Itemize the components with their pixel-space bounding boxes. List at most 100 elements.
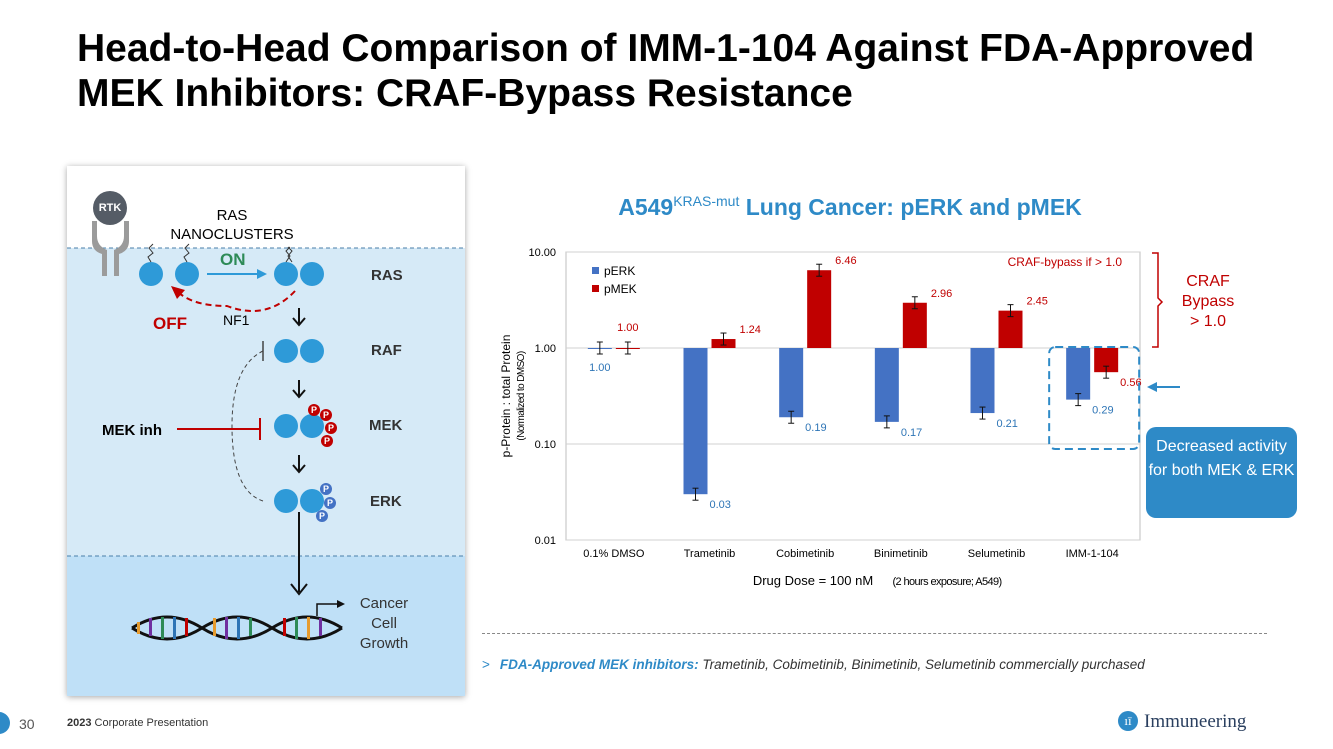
chevron-right-icon: > — [482, 657, 490, 672]
x-tick-label: Trametinib — [684, 548, 736, 560]
off-label: OFF — [153, 314, 187, 333]
company-logo: ıī Immuneering — [1118, 711, 1246, 733]
erk-phospho-badge: P — [320, 483, 332, 495]
ras-off-protein-2 — [175, 262, 199, 286]
chart-title: A549KRAS-mut Lung Cancer: pERK and pMEK — [470, 193, 1230, 221]
x-tick-label: Binimetinib — [874, 548, 928, 560]
footnote-text: Trametinib, Cobimetinib, Binimetinib, Se… — [698, 657, 1145, 672]
bar-perk — [683, 348, 708, 495]
plot-area — [565, 251, 1141, 541]
ras-on-tail — [285, 246, 291, 263]
cascade-arrows — [290, 308, 308, 596]
data-label: 1.00 — [589, 362, 610, 374]
data-label: 2.45 — [1027, 296, 1048, 308]
nf1-label: NF1 — [223, 312, 250, 328]
pathway-diagram: RTK RAS NANOCLUSTERS ON OFF NF1 RAS RAF … — [67, 166, 465, 696]
mek-protein-1 — [274, 414, 298, 438]
bar-pmek — [902, 302, 927, 348]
y-tick-label: 0.10 — [535, 439, 556, 451]
data-label: 0.17 — [901, 427, 922, 439]
footer-presentation: 2023 Corporate Presentation — [67, 717, 208, 729]
footer-presentation-label: Corporate Presentation — [91, 717, 209, 729]
ras-on-protein-2 — [300, 262, 324, 286]
bar-perk — [970, 348, 995, 414]
data-label: 0.56 — [1120, 377, 1141, 389]
x-tick-label: IMM-1-104 — [1066, 548, 1119, 560]
on-label: ON — [220, 250, 246, 269]
mek-phospho-badge: P — [308, 404, 320, 416]
mek-phospho-badge: P — [325, 422, 337, 434]
data-label: 1.24 — [740, 324, 761, 336]
footnote-lead: FDA-Approved MEK inhibitors: — [499, 657, 699, 672]
raf-protein-1 — [274, 339, 298, 363]
chart-title-superscript: KRAS-mut — [673, 193, 740, 209]
ras-nanoclusters-label: RAS NANOCLUSTERS — [170, 207, 294, 243]
x-tick-label: 0.1% DMSO — [583, 548, 645, 560]
ras-off-protein-1 — [139, 262, 163, 286]
erk-label: ERK — [370, 493, 402, 510]
legend-label-perk: pERK — [604, 264, 635, 278]
feedback-path — [231, 350, 264, 502]
mek-phospho-badge: P — [320, 409, 332, 421]
mek-protein-2 — [300, 414, 324, 438]
mek-phospho-badge: P — [321, 435, 333, 447]
mek-inh-label: MEK inh — [102, 422, 162, 439]
bar-pmek — [807, 270, 832, 348]
chart-title-main: A549 — [618, 194, 674, 220]
x-axis-sublabel: (2 hours exposure; A549) — [892, 576, 1001, 588]
ras-on-protein-1 — [274, 262, 298, 286]
data-label: 6.46 — [835, 255, 856, 267]
erk-phospho-badge: P — [316, 510, 328, 522]
x-tick-label: Selumetinib — [968, 548, 1025, 560]
y-tick-label: 1.00 — [535, 343, 556, 355]
legend-label-pmek: pMEK — [604, 282, 637, 296]
erk-phospho-badge: P — [324, 497, 336, 509]
data-label: 0.21 — [997, 418, 1018, 430]
page-title: Head-to-Head Comparison of IMM-1-104 Aga… — [77, 27, 1255, 115]
mek-label: MEK — [369, 417, 403, 434]
data-label: 0.29 — [1092, 405, 1113, 417]
raf-label: RAF — [371, 342, 402, 359]
callout-arrow — [1152, 386, 1180, 388]
pathway-svg — [67, 191, 465, 696]
data-label: 0.03 — [710, 499, 731, 511]
craf-bypass-bracket-label: CRAF Bypass > 1.0 — [1181, 273, 1235, 330]
page-indicator-dot — [0, 712, 10, 734]
bar-perk — [779, 348, 804, 418]
x-tick-label: Cobimetinib — [776, 548, 834, 560]
rtk-label: RTK — [98, 202, 122, 214]
erk-protein-1 — [274, 489, 298, 513]
cancer-growth-label: Cancer Cell Growth — [359, 595, 409, 652]
bar-chart: 0.01 0.10 1.00 10.00 0.1% DMSO 1.00 1.00 Tramet… — [499, 247, 1180, 588]
imm-highlight-box — [1048, 346, 1141, 450]
craf-bracket — [1152, 252, 1164, 348]
y-tick-label: 10.00 — [528, 247, 556, 259]
page-number: 30 — [19, 716, 35, 732]
ras-tail-1 — [147, 243, 154, 263]
x-axis-label: Drug Dose = 100 nM — [753, 573, 873, 588]
logo-icon: ıī — [1118, 711, 1138, 731]
cytoplasm-region — [67, 248, 465, 556]
data-label: 2.96 — [931, 288, 952, 300]
data-label: 0.19 — [805, 422, 826, 434]
dna-icon — [131, 615, 343, 641]
bar-perk — [874, 348, 899, 422]
footnote: > FDA-Approved MEK inhibitors: Trametinib… — [482, 657, 1145, 672]
legend-swatch-pmek — [592, 285, 599, 292]
company-name: Immuneering — [1144, 711, 1247, 732]
erk-protein-2 — [300, 489, 324, 513]
legend-swatch-perk — [592, 267, 599, 274]
y-axis-label: p-Protein : total Protein — [499, 335, 513, 458]
bar-perk — [1066, 348, 1091, 400]
y-tick-label: 0.01 — [535, 535, 556, 547]
ras-label: RAS — [371, 267, 403, 284]
raf-protein-2 — [300, 339, 324, 363]
footer-year: 2023 — [67, 717, 92, 729]
data-label: 1.00 — [617, 322, 638, 334]
callout-arrowhead — [1147, 382, 1157, 392]
off-arrow — [176, 290, 296, 312]
transcription-arrow — [316, 603, 341, 616]
ras-tail-2 — [183, 243, 190, 263]
decreased-activity-callout: Decreased activity for both MEK & ERK — [1146, 427, 1297, 518]
footnote-divider — [482, 633, 1267, 634]
